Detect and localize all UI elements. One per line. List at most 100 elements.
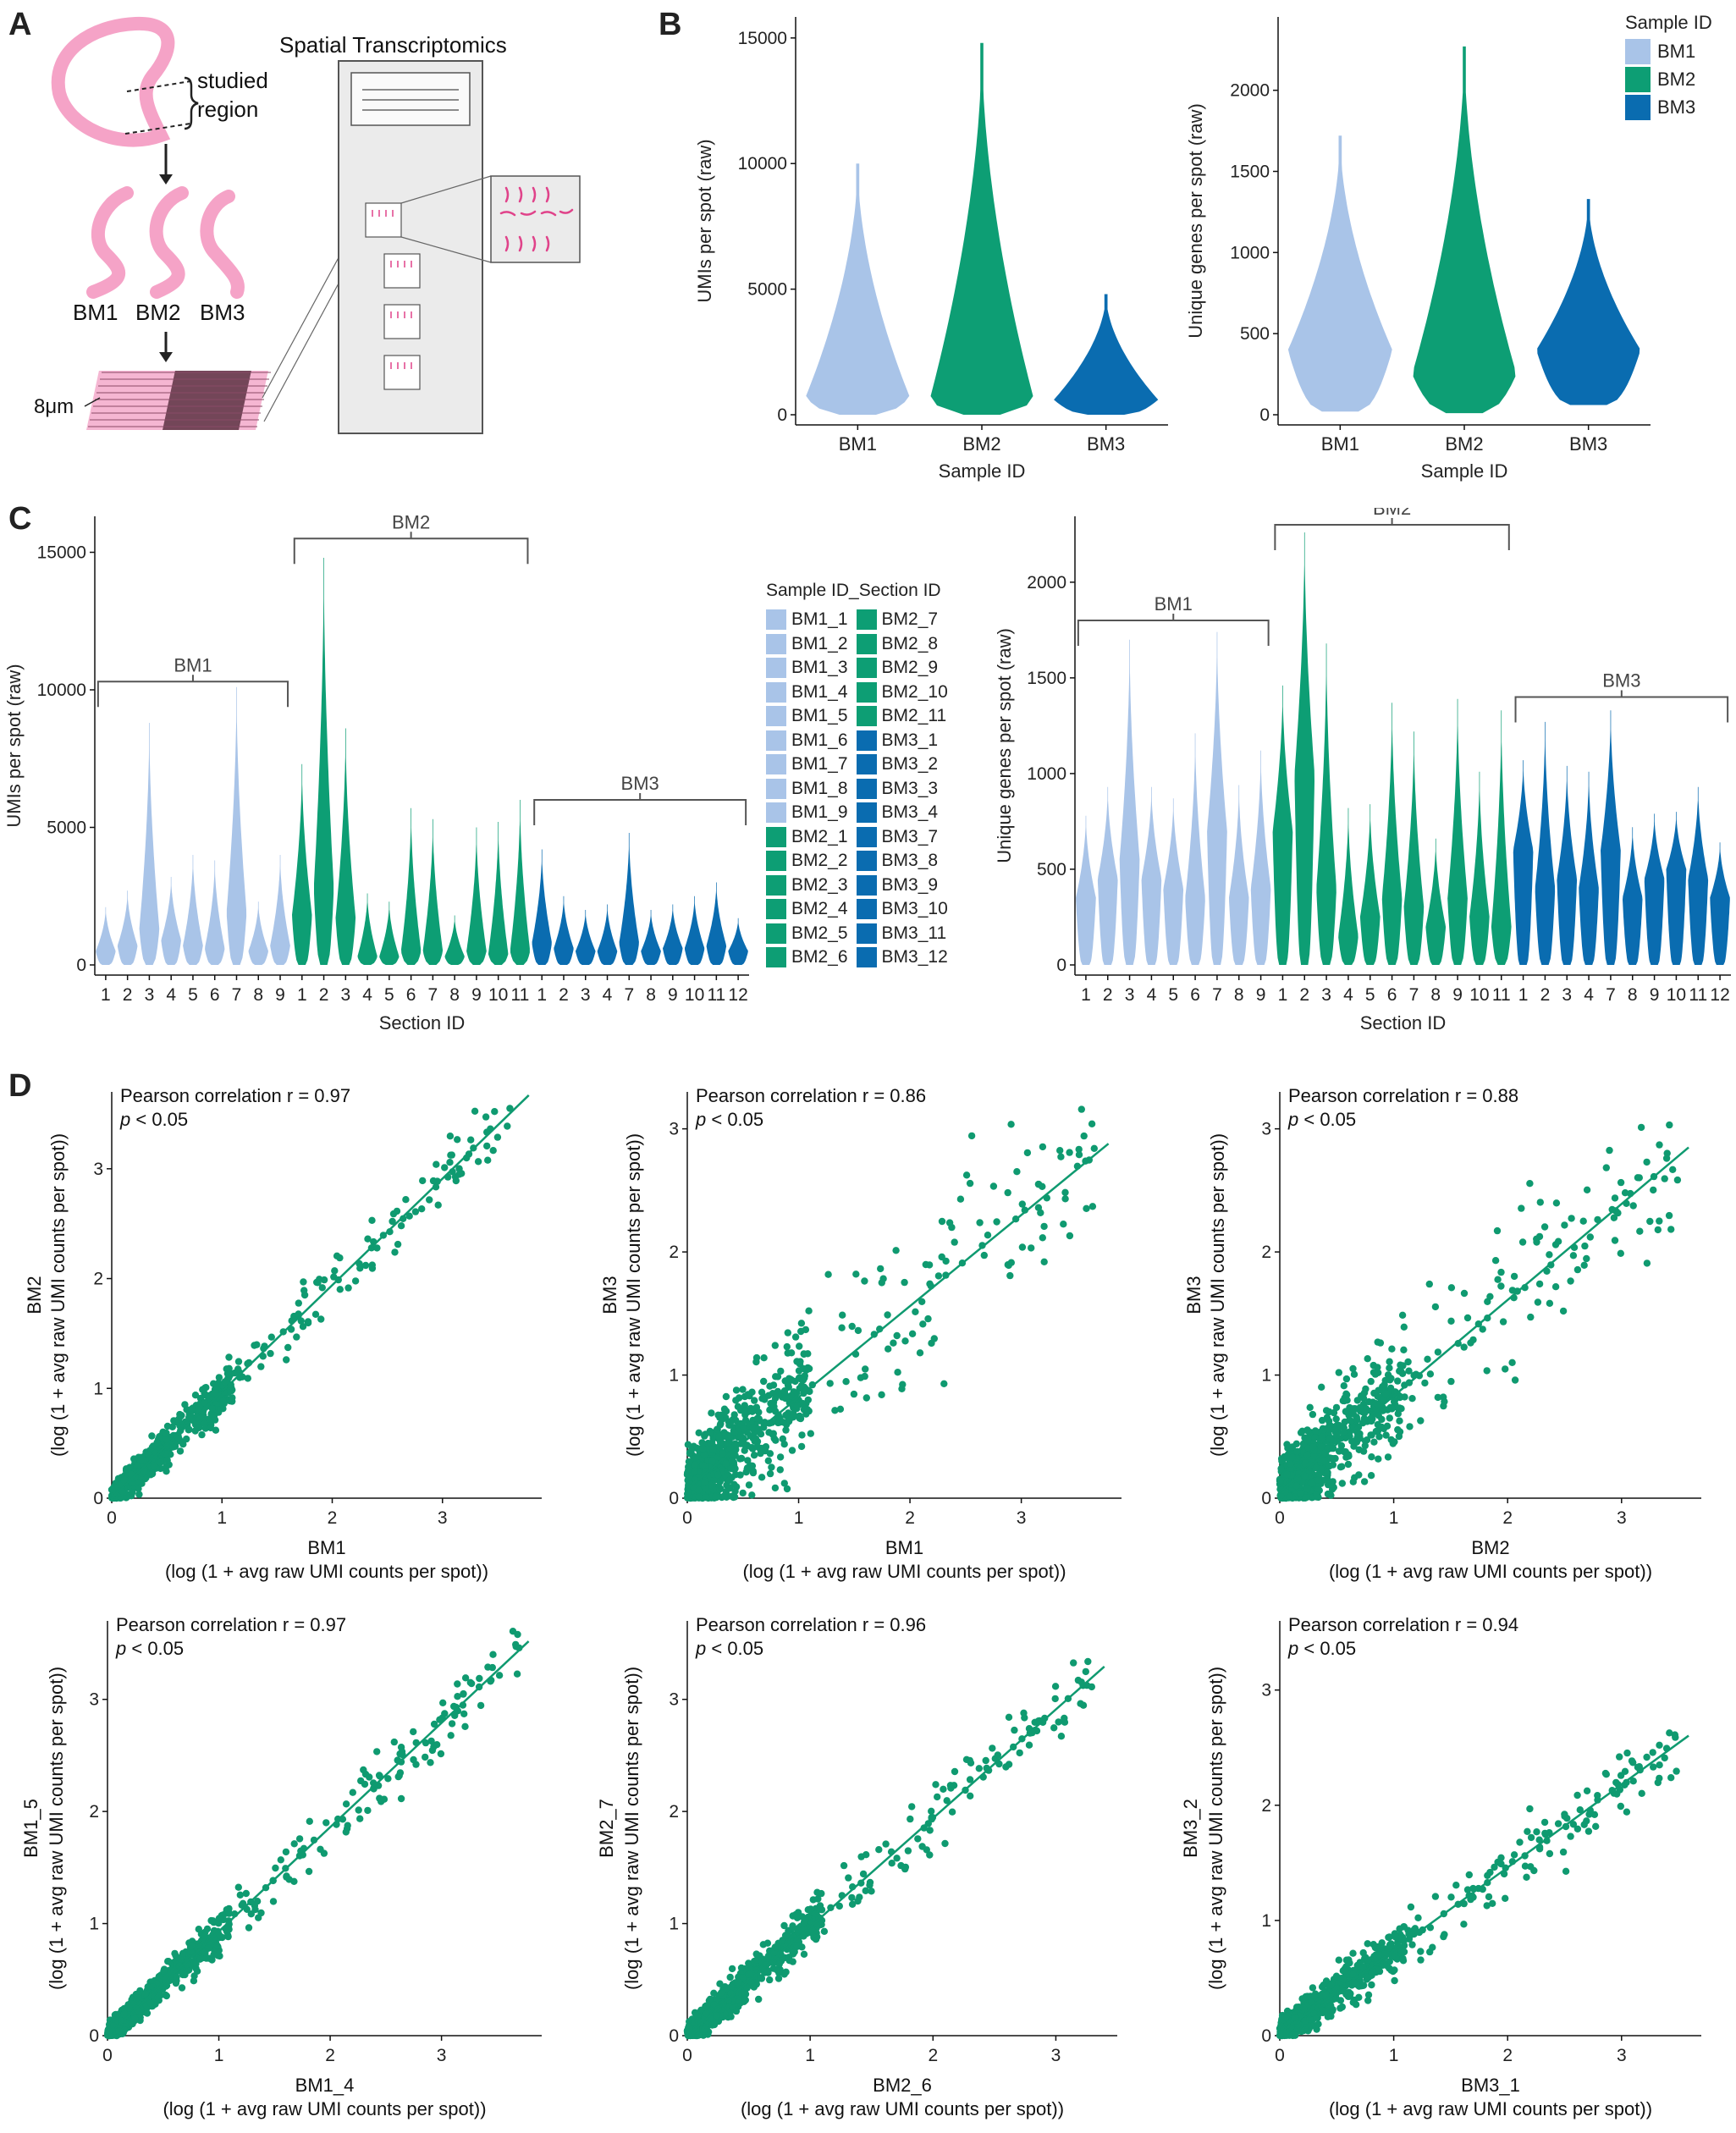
- scatter-point: [1349, 1364, 1357, 1373]
- capture-area-1: [365, 202, 402, 238]
- legend-swatch-bm3: [1625, 95, 1651, 120]
- legend-c-swatch: [856, 899, 877, 920]
- scatter-point: [1039, 1182, 1046, 1190]
- scatter-point: [814, 1895, 822, 1903]
- legend-c-swatch: [766, 899, 786, 920]
- scatter-point: [758, 1474, 766, 1481]
- x-tick-label: BM3: [1087, 433, 1125, 455]
- y-tick-label: 10000: [37, 681, 86, 700]
- scatter-point: [732, 1483, 741, 1491]
- y-tick-label: 15000: [37, 543, 86, 563]
- scatter-point: [1569, 1252, 1578, 1259]
- scatter-point: [430, 1720, 438, 1728]
- correlation-annotation: Pearson correlation r = 0.97: [120, 1085, 350, 1106]
- scatter-point: [1434, 1348, 1442, 1356]
- violin-bm2-7: [422, 818, 444, 965]
- scatter-point: [1310, 1452, 1318, 1460]
- x-tick-label: BM2: [1445, 433, 1483, 455]
- violin-bm3-10: [1666, 812, 1687, 965]
- scatter-point: [807, 1430, 814, 1437]
- scatter-point: [1367, 1417, 1375, 1425]
- scatter-point: [1372, 1427, 1380, 1436]
- violin-bm1-2: [117, 890, 138, 965]
- scatter-point: [134, 1994, 142, 2002]
- scatter-point: [484, 1663, 492, 1671]
- legend-c-item: BM1_6: [766, 729, 848, 753]
- scatter-point: [196, 1424, 203, 1431]
- legend-c-swatch: [856, 754, 877, 775]
- scatter-point: [1342, 1453, 1350, 1461]
- legend-c-item: BM3_4: [856, 801, 948, 825]
- legend-c-label: BM3_2: [881, 754, 939, 774]
- x-tick-label: BM3: [1569, 433, 1607, 455]
- scatter-point: [506, 1105, 514, 1112]
- scatter-point: [461, 1674, 470, 1682]
- legend-b-item-bm2: BM2: [1625, 67, 1712, 92]
- scatter-point: [1635, 1174, 1643, 1182]
- scatter-point: [702, 1494, 710, 1502]
- scatter-point: [1301, 1472, 1309, 1480]
- scatter-point: [796, 1412, 803, 1420]
- scatter-point: [1332, 1415, 1340, 1423]
- legend-c-label: BM2_1: [791, 826, 848, 846]
- scatter-point: [410, 1728, 417, 1736]
- scatter-point: [726, 1485, 734, 1492]
- scatter-points: [683, 1105, 1098, 1502]
- scatter-point: [716, 1421, 725, 1429]
- scatter-point: [1013, 1168, 1021, 1176]
- scatter-point: [1050, 1724, 1058, 1732]
- scatter-point: [780, 1387, 789, 1395]
- scatter-point: [446, 1159, 454, 1166]
- scatter-point: [304, 1318, 312, 1326]
- scatter-point: [437, 1750, 445, 1758]
- scatter-point: [460, 1690, 467, 1698]
- scatter-point: [1355, 1471, 1363, 1479]
- scatter-point: [776, 1466, 784, 1474]
- scatter-point: [1602, 1164, 1610, 1171]
- studied-label: studied: [197, 68, 268, 93]
- y-tick-label: 1: [669, 1366, 679, 1386]
- scatter-point: [845, 1874, 852, 1882]
- scatter-point: [384, 1775, 392, 1783]
- scatter-point: [1338, 1480, 1346, 1487]
- violin-bm2-3: [335, 728, 356, 965]
- scatter-point: [225, 1353, 233, 1361]
- scatter-point: [433, 1160, 440, 1168]
- scatter-point: [199, 1386, 207, 1393]
- scatter-point: [129, 1489, 136, 1496]
- x-tick-label: 0: [1275, 1508, 1285, 1528]
- scatter-point: [221, 1378, 229, 1386]
- legend-c-swatch: [856, 923, 877, 944]
- x-tick-label: 3: [1125, 985, 1135, 1005]
- scatter-point: [739, 1974, 747, 1981]
- scatter-point: [727, 1418, 735, 1426]
- scatter-point: [1335, 1447, 1343, 1455]
- scatter-point: [761, 1396, 769, 1403]
- x-tick-label: 1: [1389, 1508, 1399, 1528]
- scatter-point: [1277, 1491, 1285, 1500]
- scatter-point: [928, 1807, 935, 1815]
- x-tick-label: 6: [1387, 985, 1397, 1005]
- legend-c-swatch: [856, 851, 877, 872]
- scatter-point: [916, 1349, 924, 1357]
- scatter-point: [394, 1772, 402, 1781]
- scatter-point: [125, 2004, 133, 2012]
- scatter-point: [1483, 1367, 1491, 1375]
- scatter-point: [1304, 1427, 1312, 1436]
- violin-bm1-6: [205, 860, 225, 965]
- scatter-point: [760, 1354, 768, 1362]
- violin-bm3-9: [1644, 813, 1665, 965]
- p-value-italic: p: [119, 1109, 130, 1130]
- scatter-point: [861, 1277, 868, 1285]
- scatter-point: [722, 1460, 730, 1468]
- scatter-point: [1394, 1377, 1402, 1385]
- y-tick-label: 0: [89, 2026, 99, 2046]
- scatter-point: [1534, 1298, 1542, 1306]
- scatter-point: [1005, 1713, 1013, 1721]
- scatter-point: [748, 1408, 756, 1415]
- scatter-point: [1083, 1204, 1090, 1212]
- scatter-point: [840, 1861, 848, 1870]
